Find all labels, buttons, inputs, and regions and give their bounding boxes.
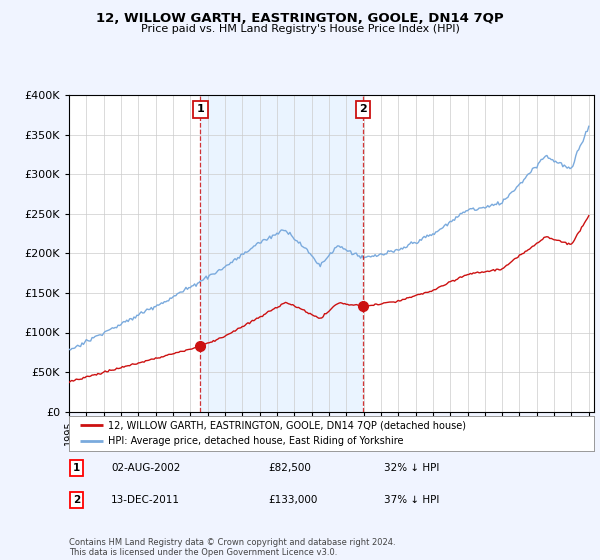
Text: 12, WILLOW GARTH, EASTRINGTON, GOOLE, DN14 7QP: 12, WILLOW GARTH, EASTRINGTON, GOOLE, DN… <box>96 12 504 25</box>
Text: Price paid vs. HM Land Registry's House Price Index (HPI): Price paid vs. HM Land Registry's House … <box>140 24 460 34</box>
Text: 02-AUG-2002: 02-AUG-2002 <box>111 463 181 473</box>
Text: 2: 2 <box>359 104 367 114</box>
Text: 37% ↓ HPI: 37% ↓ HPI <box>384 495 439 505</box>
Bar <box>200 95 363 412</box>
Text: 13-DEC-2011: 13-DEC-2011 <box>111 495 180 505</box>
Text: HPI: Average price, detached house, East Riding of Yorkshire: HPI: Average price, detached house, East… <box>109 436 404 446</box>
Text: £82,500: £82,500 <box>269 463 311 473</box>
Text: 1: 1 <box>196 104 204 114</box>
Text: Contains HM Land Registry data © Crown copyright and database right 2024.
This d: Contains HM Land Registry data © Crown c… <box>69 538 395 557</box>
Text: 32% ↓ HPI: 32% ↓ HPI <box>384 463 439 473</box>
Text: 12, WILLOW GARTH, EASTRINGTON, GOOLE, DN14 7QP (detached house): 12, WILLOW GARTH, EASTRINGTON, GOOLE, DN… <box>109 421 466 431</box>
Text: £133,000: £133,000 <box>269 495 318 505</box>
Text: 1: 1 <box>73 463 80 473</box>
Text: 2: 2 <box>73 495 80 505</box>
